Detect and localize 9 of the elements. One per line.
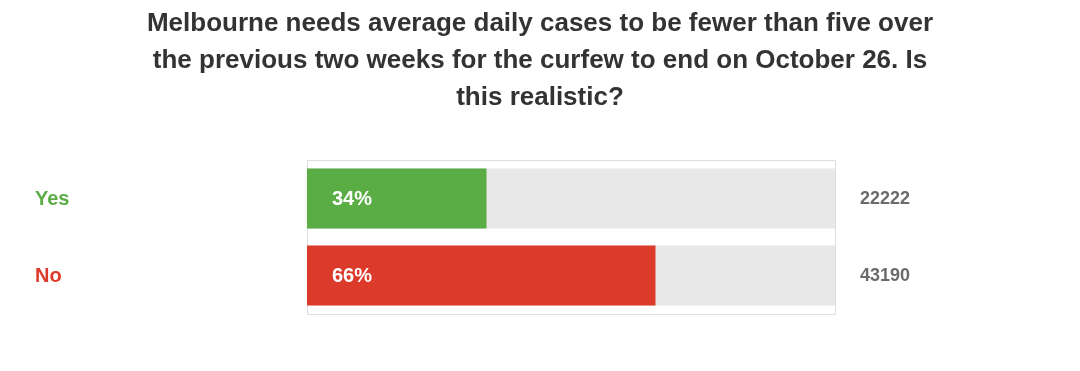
text: Melbourne needs average daily cases to be fewer than five over bbox=[146, 7, 934, 37]
text: 22222 bbox=[860, 187, 911, 208]
text: the previous two weeks for the curfew to end on October 26. Is bbox=[152, 44, 928, 74]
text: this realistic? bbox=[456, 81, 624, 111]
data-label: 34% bbox=[332, 186, 373, 209]
data-label: 66% bbox=[332, 263, 373, 286]
y-tick-label: Yes bbox=[35, 186, 70, 209]
text: 43190 bbox=[860, 264, 911, 285]
y-tick-label: No bbox=[35, 263, 62, 286]
